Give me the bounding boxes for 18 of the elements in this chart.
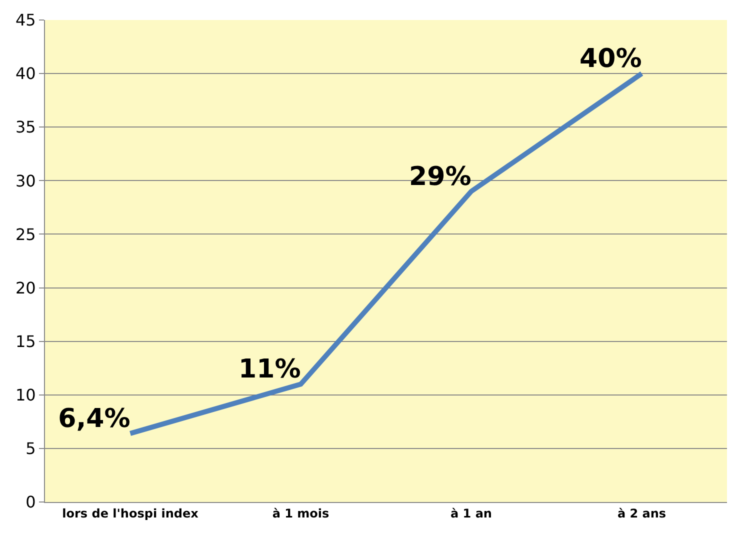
y-tick-label: 10 <box>15 385 36 404</box>
y-tick-label: 45 <box>15 10 36 30</box>
x-tick-label: à 2 ans <box>617 506 666 520</box>
data-label: 11% <box>238 354 301 385</box>
y-tick-label: 25 <box>15 224 36 244</box>
x-tick-label: à 1 an <box>450 506 492 520</box>
data-label: 40% <box>580 44 642 74</box>
y-tick-label: 5 <box>26 439 36 458</box>
data-label: 6,4% <box>58 404 130 434</box>
y-tick-label: 40 <box>15 64 36 84</box>
x-tick-label: à 1 mois <box>272 506 330 520</box>
y-tick-label: 20 <box>15 278 36 298</box>
y-tick-label: 30 <box>15 171 36 190</box>
y-tick-label: 35 <box>15 118 36 137</box>
data-label: 29% <box>409 162 472 192</box>
y-tick-label: 0 <box>26 492 36 512</box>
y-tick-label: 15 <box>15 332 36 351</box>
x-tick-label: lors de l'hospi index <box>62 506 199 520</box>
